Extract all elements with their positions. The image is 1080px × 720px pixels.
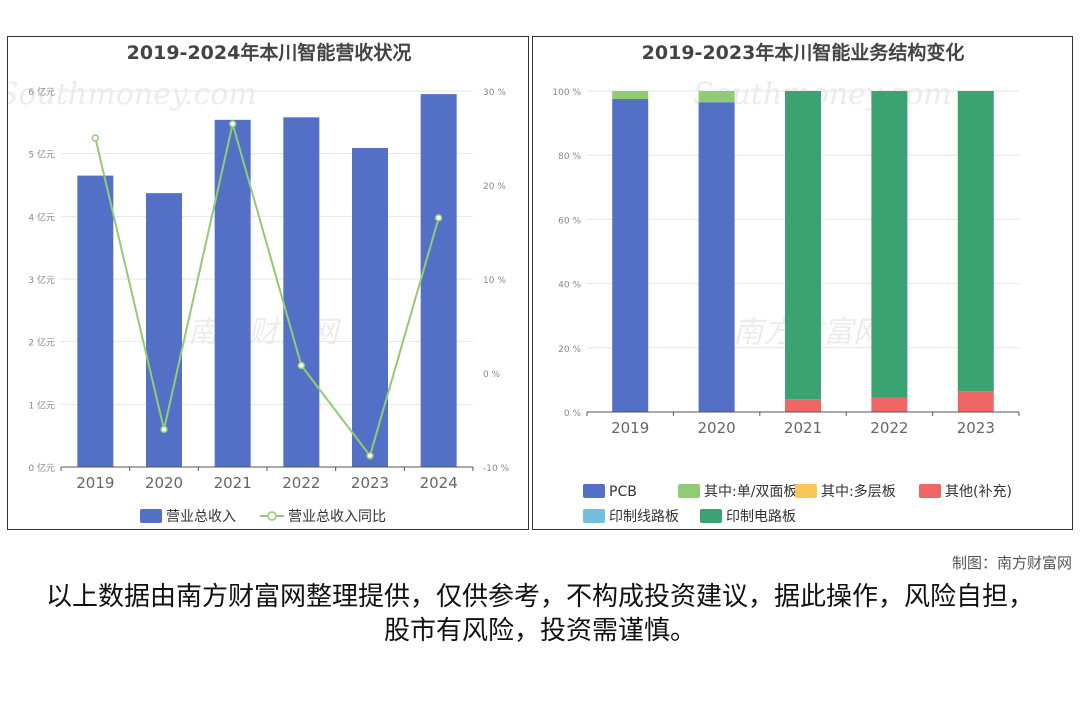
legend-swatch xyxy=(700,509,722,523)
yoy-point xyxy=(434,214,443,222)
legend-swatch xyxy=(919,484,941,498)
stacked-bar-segment xyxy=(612,99,649,413)
revenue-chart-panel: Southmoney.com 南方财富网 2019-2024年本川智能营收状况 0… xyxy=(7,36,529,530)
bar xyxy=(283,117,320,467)
stacked-bar-segment xyxy=(871,91,908,398)
y2-tick-label: 30 % xyxy=(483,88,506,98)
x-tick-label: 2022 xyxy=(282,474,320,492)
x-tick-label: 2019 xyxy=(611,419,649,437)
structure-chart-svg: 2019-2023年本川智能业务结构变化 0 % 20 % 40 % 60 % 80 % 1… xyxy=(552,41,1020,525)
x-tick-label: 2019 xyxy=(76,474,114,492)
y-tick-label: 40 % xyxy=(558,281,581,291)
x-tick-label: 2020 xyxy=(145,474,183,492)
legend-swatch-point xyxy=(267,511,277,521)
bar xyxy=(214,119,251,468)
legend-swatch xyxy=(795,484,817,498)
legend-label: 其中:单/双面板 xyxy=(704,484,797,500)
y-tick-label: 2 亿元 xyxy=(28,337,55,349)
yoy-line xyxy=(94,123,440,458)
y-tick-label: 60 % xyxy=(558,216,581,226)
bar xyxy=(77,175,114,467)
stacked-bar-segment xyxy=(612,91,649,100)
yoy-point xyxy=(160,425,168,434)
y-tick-label: 5 亿元 xyxy=(28,149,55,161)
y-tick-label: 0 亿元 xyxy=(28,462,55,474)
disclaimer-text: 以上数据由南方财富网整理提供，仅供参考，不构成投资建议，据此操作，风险自担，股市… xyxy=(45,582,1034,646)
y2-tick-label: -10 % xyxy=(483,464,510,474)
legend-swatch-bar xyxy=(140,509,162,523)
stacked-bar-segment xyxy=(957,391,994,412)
legend-swatch xyxy=(678,484,700,498)
x-tick-label: 2023 xyxy=(957,419,995,437)
y-tick-label: 4 亿元 xyxy=(28,211,55,223)
chart-title: 2019-2024年本川智能营收状况 xyxy=(127,41,412,64)
y2-tick-label: 10 % xyxy=(483,276,506,286)
y2-tick-label: 20 % xyxy=(483,182,506,192)
bar xyxy=(146,193,182,467)
bar xyxy=(420,94,457,467)
stacked-bar-segment xyxy=(871,397,908,412)
structure-chart-panel: Southmoney.com 南方财富网 2019-2023年本川智能业务结构变… xyxy=(532,36,1073,530)
stacked-bar-segment xyxy=(957,91,994,392)
stacked-bar-segment xyxy=(698,91,735,103)
stacked-bar-segment xyxy=(785,399,821,412)
legend-label: 印制电路板 xyxy=(726,509,796,525)
y-tick-label: 80 % xyxy=(558,152,581,162)
bar xyxy=(352,148,388,467)
chart-credit: 制图：南方财富网 xyxy=(951,554,1072,572)
legend-swatch xyxy=(583,509,605,523)
revenue-chart-svg: 2019-2024年本川智能营收状况 0 亿元 1 亿元 2 亿元 3 亿元 4 亿元 5 … xyxy=(28,41,510,525)
legend-swatch xyxy=(583,484,605,498)
x-tick-label: 2021 xyxy=(214,474,252,492)
x-tick-label: 2023 xyxy=(351,474,389,492)
x-tick-label: 2024 xyxy=(420,474,458,492)
y-tick-label: 0 % xyxy=(564,409,582,419)
stacked-bar-segment xyxy=(698,102,735,413)
y-tick-label: 3 亿元 xyxy=(28,274,55,286)
x-tick-label: 2020 xyxy=(698,419,736,437)
legend-label: 其他(补充) xyxy=(945,484,1012,500)
legend-label: 其中:多层板 xyxy=(821,483,896,500)
legend-label: 印制线路板 xyxy=(609,509,679,525)
x-tick-label: 2022 xyxy=(870,419,908,437)
y-tick-label: 20 % xyxy=(558,345,581,355)
x-tick-label: 2021 xyxy=(784,419,822,437)
legend-label: 营业总收入同比 xyxy=(288,509,386,525)
y-tick-label: 6 亿元 xyxy=(28,86,55,98)
y-tick-label: 100 % xyxy=(552,88,581,98)
yoy-point xyxy=(91,134,100,142)
y2-tick-label: 0 % xyxy=(483,370,501,380)
y-tick-label: 1 亿元 xyxy=(28,399,55,411)
legend-label: 营业总收入 xyxy=(166,509,236,525)
stacked-bar-segment xyxy=(785,91,821,400)
chart-title: 2019-2023年本川智能业务结构变化 xyxy=(642,41,965,64)
yoy-point xyxy=(366,451,374,460)
yoy-point xyxy=(297,361,306,370)
legend-label: PCB xyxy=(609,484,637,500)
yoy-point xyxy=(228,120,237,128)
